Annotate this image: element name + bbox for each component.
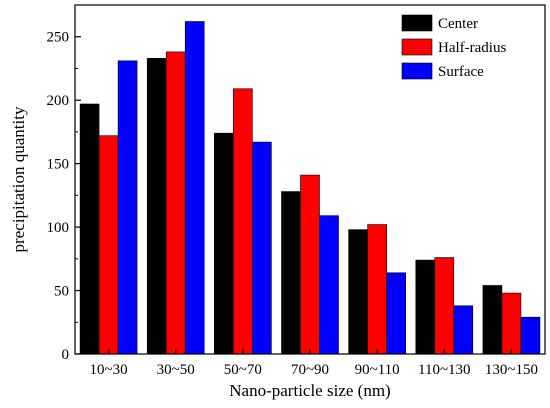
bar-center-4 <box>348 229 368 355</box>
x-tick-label: 70~90 <box>291 362 329 378</box>
x-axis-ticks: 10~30 30~50 50~70 70~90 90~110 110~130 130~150 <box>90 349 538 378</box>
bar-surface-1 <box>184 21 205 355</box>
y-tick-label: 50 <box>54 284 69 300</box>
bar-surface-6 <box>520 316 541 355</box>
bar-half-radius-2 <box>233 88 253 355</box>
legend: Center Half-radius Surface <box>401 14 506 80</box>
y-tick-label: 100 <box>47 220 70 236</box>
y-axis-title: precipitation quantity <box>9 106 28 252</box>
legend-swatch <box>401 38 433 56</box>
x-tick-label: 10~30 <box>90 362 128 378</box>
bar-half-radius-4 <box>367 224 387 355</box>
y-axis-ticks: 0 50 100 150 200 250 <box>47 30 81 363</box>
plot-area-frame <box>74 4 546 355</box>
bar-surface-3 <box>319 215 339 355</box>
x-tick-label: 130~150 <box>485 362 538 378</box>
legend-label: Center <box>438 16 478 32</box>
bar-half-radius-0 <box>98 135 119 355</box>
bar-center-1 <box>146 58 167 355</box>
legend-label: Surface <box>438 64 484 80</box>
y-tick-label: 250 <box>47 30 70 46</box>
bar-surface-0 <box>117 60 138 355</box>
legend-swatch <box>401 62 433 80</box>
x-tick-label: 110~130 <box>418 362 471 378</box>
bar-half-radius-1 <box>165 51 186 355</box>
legend-swatch <box>401 14 433 32</box>
bar-center-6 <box>482 285 503 355</box>
bars-group <box>79 21 541 355</box>
bar-surface-5 <box>453 305 474 355</box>
bar-center-3 <box>281 191 301 355</box>
bar-center-0 <box>79 103 100 355</box>
x-tick-label: 30~50 <box>157 362 195 378</box>
bar-center-5 <box>415 259 436 355</box>
y-tick-label: 0 <box>62 347 70 363</box>
bar-half-radius-5 <box>434 257 455 355</box>
x-tick-label: 50~70 <box>224 362 262 378</box>
bar-half-radius-6 <box>501 292 522 355</box>
bar-surface-4 <box>386 272 406 355</box>
x-tick-label: 90~110 <box>355 362 400 378</box>
y-tick-label: 150 <box>47 157 70 173</box>
x-axis-title: Nano-particle size (nm) <box>229 381 390 400</box>
bar-surface-2 <box>252 141 272 355</box>
bar-half-radius-3 <box>300 174 320 355</box>
bar-center-2 <box>214 132 234 355</box>
y-tick-label: 200 <box>47 93 70 109</box>
legend-label: Half-radius <box>438 40 506 56</box>
